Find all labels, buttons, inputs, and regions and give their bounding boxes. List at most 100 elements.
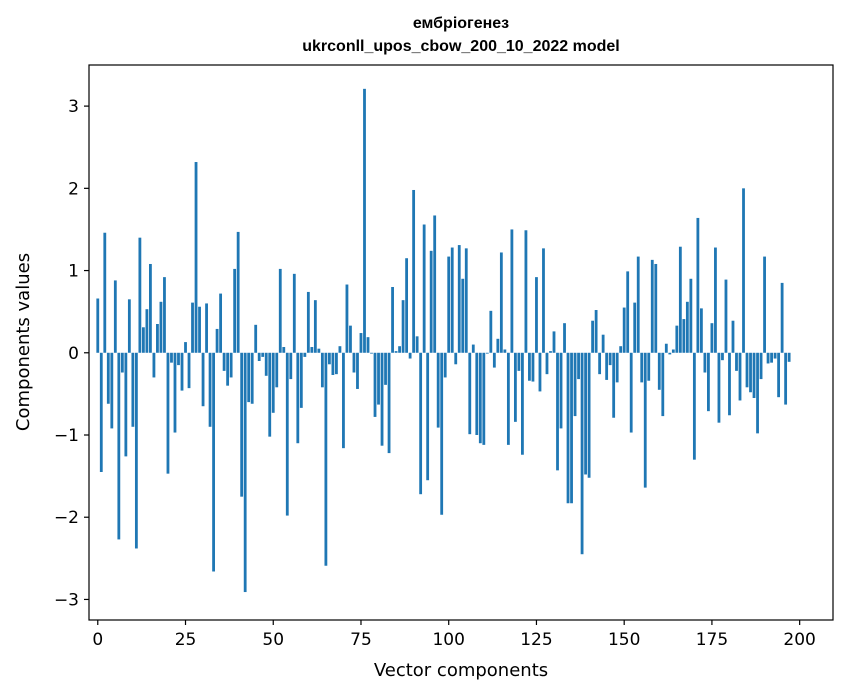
bar <box>513 352 517 422</box>
bar <box>250 352 254 404</box>
bar <box>405 258 409 353</box>
y-tick-label: −3 <box>54 590 79 610</box>
bar <box>264 352 268 376</box>
bar <box>549 351 552 353</box>
bar <box>671 349 675 353</box>
bar <box>587 352 591 478</box>
bar <box>387 352 391 454</box>
bar <box>149 263 152 353</box>
bar <box>141 327 145 353</box>
bar <box>170 352 173 363</box>
chart-title: ембріогенез <box>413 15 509 32</box>
bar <box>257 352 261 361</box>
bar <box>770 352 773 363</box>
bar <box>675 325 679 353</box>
bar <box>356 352 359 389</box>
bar <box>777 352 781 398</box>
bar <box>468 352 472 435</box>
bar <box>345 284 349 353</box>
bar <box>99 352 103 472</box>
bar <box>496 338 500 353</box>
bar <box>570 352 573 504</box>
bar <box>545 352 549 375</box>
bar <box>682 319 686 353</box>
x-axis-ticks: 0 25 50 75 100 125 150 175 200 <box>92 620 816 650</box>
bar <box>120 352 124 373</box>
bar <box>471 344 475 353</box>
bar <box>608 352 612 366</box>
bar <box>317 348 321 353</box>
bar <box>643 352 647 488</box>
bar <box>650 259 654 353</box>
bar <box>657 352 661 390</box>
bar <box>103 232 107 353</box>
x-tick-label: 0 <box>92 630 103 650</box>
bar <box>198 306 201 353</box>
bar <box>271 352 275 413</box>
y-axis-label: Components values <box>13 253 34 431</box>
bar <box>699 308 703 353</box>
bar <box>756 352 759 434</box>
bar <box>117 352 121 540</box>
bar <box>668 352 672 355</box>
x-tick-label: 200 <box>783 630 815 650</box>
bar <box>433 215 437 353</box>
bar <box>303 352 307 357</box>
bar <box>766 352 770 364</box>
bar <box>236 231 240 353</box>
bar <box>398 346 401 353</box>
chart-subtitle: ukrconll_upos_cbow_200_10_2022 model <box>302 38 619 55</box>
bar <box>159 301 163 353</box>
bar <box>482 352 486 445</box>
bar <box>208 352 212 427</box>
bar <box>134 352 138 549</box>
bar <box>205 303 208 353</box>
bar <box>131 352 135 427</box>
y-axis-ticks: −3 −2 −1 0 1 2 3 <box>54 97 89 610</box>
bar <box>759 352 763 380</box>
x-tick-label: 75 <box>350 630 372 650</box>
bar <box>359 333 363 353</box>
y-tick-label: −2 <box>54 508 79 528</box>
bar <box>127 299 131 353</box>
bar <box>384 352 387 385</box>
bar <box>678 246 682 353</box>
bar <box>289 352 293 380</box>
bar <box>742 188 745 353</box>
bar <box>113 280 117 353</box>
y-tick-label: 2 <box>68 179 79 199</box>
bar <box>724 279 728 353</box>
bar <box>629 352 633 433</box>
bar <box>278 268 282 353</box>
bar <box>299 352 303 408</box>
bar <box>152 352 156 378</box>
x-tick-label: 150 <box>608 630 640 650</box>
bar <box>735 352 738 371</box>
bar <box>464 248 468 353</box>
bar <box>327 352 331 365</box>
bar <box>177 352 180 366</box>
bar <box>685 301 689 353</box>
bar <box>717 352 721 423</box>
bar <box>166 352 170 474</box>
bar <box>573 352 577 417</box>
bar <box>605 352 609 380</box>
bar <box>138 237 142 353</box>
bar <box>313 300 317 353</box>
bar <box>707 352 710 412</box>
bar <box>342 352 345 449</box>
bar <box>535 277 538 353</box>
y-tick-label: 3 <box>68 97 79 117</box>
bar <box>401 300 405 353</box>
bar <box>212 352 215 572</box>
bar <box>377 352 380 405</box>
bar <box>692 352 696 460</box>
bar <box>752 352 756 398</box>
bar <box>352 352 356 373</box>
bar <box>124 352 128 457</box>
bar <box>745 352 749 388</box>
bar <box>324 352 328 566</box>
bar <box>191 302 194 353</box>
bar <box>450 247 454 353</box>
